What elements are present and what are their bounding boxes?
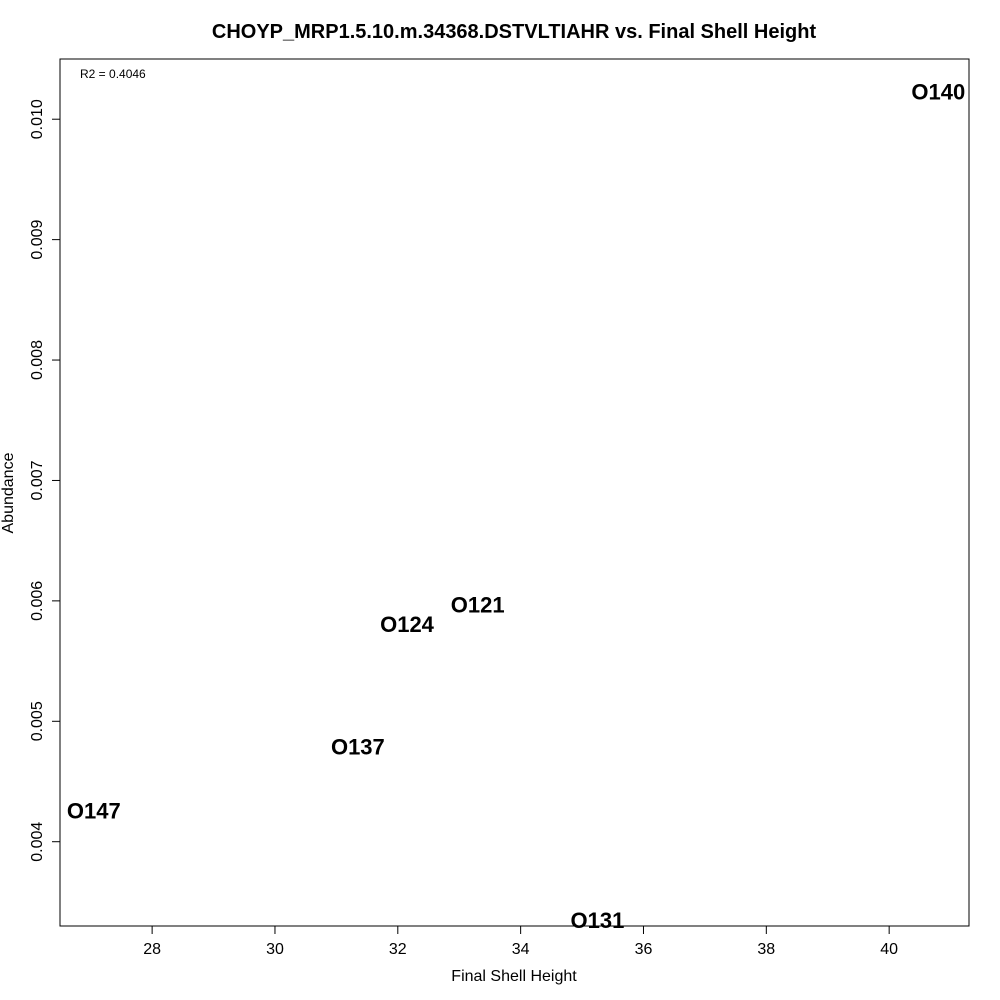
x-tick-label: 30	[266, 941, 284, 958]
x-tick-label: 36	[635, 941, 653, 958]
data-points: O140 O121 O124 O137 O147 O131	[67, 80, 965, 933]
y-axis-label: Abundance	[0, 452, 17, 533]
x-tick-label: 28	[143, 941, 161, 958]
y-tick-label: 0.009	[29, 220, 46, 260]
y-tick-label: 0.008	[29, 340, 46, 380]
chart-title: CHOYP_MRP1.5.10.m.34368.DSTVLTIAHR vs. F…	[212, 21, 817, 43]
point-label: O137	[331, 735, 385, 760]
point-label: O124	[380, 612, 435, 637]
x-tick-label: 32	[389, 941, 407, 958]
y-tick-label: 0.010	[29, 99, 46, 139]
y-tick-label: 0.004	[29, 822, 46, 862]
x-tick-label: 34	[512, 941, 530, 958]
x-tick-label: 40	[880, 941, 898, 958]
point-label: O147	[67, 798, 121, 823]
point-label: O131	[571, 908, 625, 933]
y-tick-label: 0.007	[29, 460, 46, 500]
y-tick-label: 0.005	[29, 701, 46, 741]
plot-frame	[59, 58, 970, 927]
point-label: O121	[451, 592, 505, 617]
x-tick-label: 38	[757, 941, 775, 958]
x-axis-label: Final Shell Height	[451, 968, 577, 985]
x-axis: 28 30 32 34 36 38 40	[143, 925, 898, 958]
y-axis: 0.004 0.005 0.006 0.007 0.008 0.009 0.010	[29, 99, 61, 862]
r2-annotation: R2 = 0.4046	[80, 67, 146, 81]
point-label: O140	[911, 80, 965, 105]
y-tick-label: 0.006	[29, 581, 46, 621]
